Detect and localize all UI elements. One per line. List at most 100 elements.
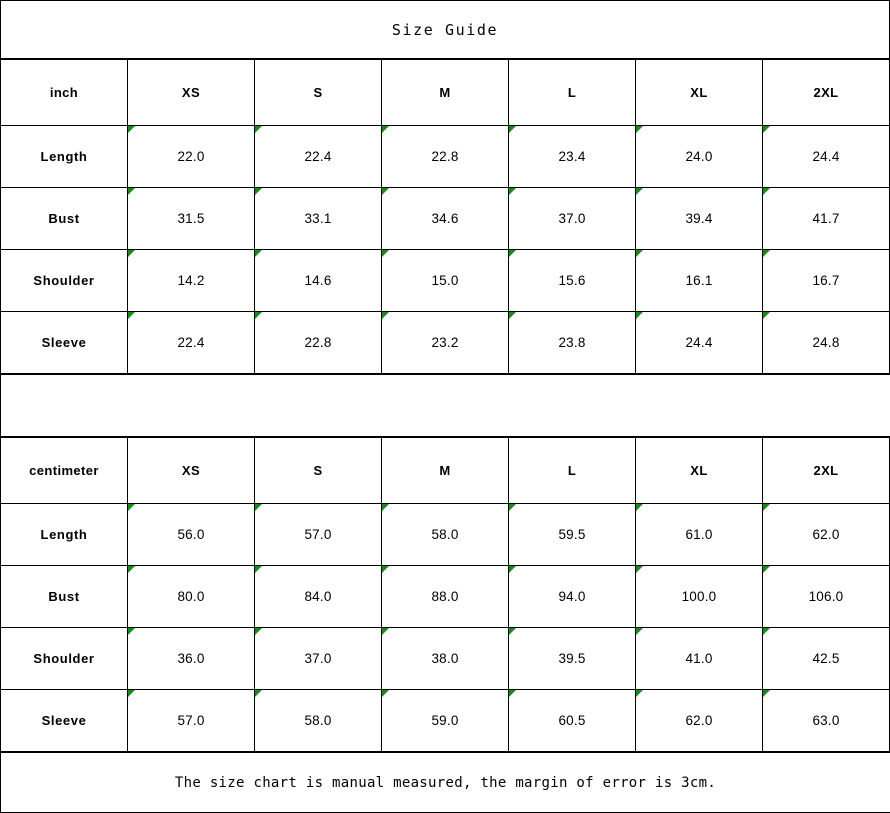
measurement-value: 106.0 <box>809 589 844 604</box>
cell-note-marker-icon <box>382 690 389 697</box>
measurement-value: 14.2 <box>177 273 204 288</box>
cell-note-marker-icon <box>255 566 262 573</box>
cell-note-marker-icon <box>636 690 643 697</box>
cell-note-marker-icon <box>636 250 643 257</box>
measurement-value: 14.6 <box>304 273 331 288</box>
measurement-value: 60.5 <box>558 713 585 728</box>
measurement-value: 57.0 <box>304 527 331 542</box>
measurement-cell: 62.0 <box>763 504 890 566</box>
measurement-value: 42.5 <box>812 651 839 666</box>
size-header-xs: XS <box>128 60 255 126</box>
cell-note-marker-icon <box>509 504 516 511</box>
spacer-table <box>0 374 890 437</box>
size-header-l: L <box>509 438 636 504</box>
cell-note-marker-icon <box>763 566 770 573</box>
measurement-value: 24.0 <box>685 149 712 164</box>
measurement-value: 84.0 <box>304 589 331 604</box>
measurement-cell: 14.6 <box>255 250 382 312</box>
cell-note-marker-icon <box>763 250 770 257</box>
measurement-value: 58.0 <box>431 527 458 542</box>
measurement-cell: 15.0 <box>382 250 509 312</box>
footer-row: The size chart is manual measured, the m… <box>1 753 890 813</box>
measurement-value: 39.4 <box>685 211 712 226</box>
measurement-value: 24.8 <box>812 335 839 350</box>
size-header-s: S <box>255 438 382 504</box>
measurement-cell: 59.0 <box>382 690 509 752</box>
measurement-cell: 15.6 <box>509 250 636 312</box>
measurement-cell: 37.0 <box>509 188 636 250</box>
measurement-value: 31.5 <box>177 211 204 226</box>
size-header-s: S <box>255 60 382 126</box>
measurement-value: 80.0 <box>177 589 204 604</box>
size-header-m: M <box>382 438 509 504</box>
measurement-value: 37.0 <box>558 211 585 226</box>
measurement-cell: 22.4 <box>128 312 255 374</box>
cell-note-marker-icon <box>382 566 389 573</box>
measurement-value: 23.2 <box>431 335 458 350</box>
cell-note-marker-icon <box>382 250 389 257</box>
cell-note-marker-icon <box>255 188 262 195</box>
cell-note-marker-icon <box>763 504 770 511</box>
cell-note-marker-icon <box>128 566 135 573</box>
cell-note-marker-icon <box>763 312 770 319</box>
cell-note-marker-icon <box>255 504 262 511</box>
measurement-value: 88.0 <box>431 589 458 604</box>
cell-note-marker-icon <box>509 628 516 635</box>
measurement-value: 39.5 <box>558 651 585 666</box>
measurement-cell: 23.4 <box>509 126 636 188</box>
cell-note-marker-icon <box>382 628 389 635</box>
cell-note-marker-icon <box>382 312 389 319</box>
measurement-value: 57.0 <box>177 713 204 728</box>
measurement-cell: 63.0 <box>763 690 890 752</box>
cell-note-marker-icon <box>255 250 262 257</box>
size-header-l: L <box>509 60 636 126</box>
measurement-value: 16.1 <box>685 273 712 288</box>
measurement-value: 22.8 <box>304 335 331 350</box>
size-guide-body: Size Guide <box>1 1 890 59</box>
cell-note-marker-icon <box>509 250 516 257</box>
cell-note-marker-icon <box>763 188 770 195</box>
measurement-cell: 61.0 <box>636 504 763 566</box>
measurement-value: 16.7 <box>812 273 839 288</box>
measurement-cell: 22.0 <box>128 126 255 188</box>
cell-note-marker-icon <box>763 126 770 133</box>
measurement-value: 22.4 <box>177 335 204 350</box>
measurement-value: 22.0 <box>177 149 204 164</box>
measurement-value: 24.4 <box>812 149 839 164</box>
spacer-row <box>1 375 890 437</box>
measurement-value: 15.6 <box>558 273 585 288</box>
measurement-cell: 60.5 <box>509 690 636 752</box>
row-label-shoulder: Shoulder <box>1 628 128 690</box>
size-header-xl: XL <box>636 60 763 126</box>
measurement-cell: 33.1 <box>255 188 382 250</box>
measurement-value: 61.0 <box>685 527 712 542</box>
cell-note-marker-icon <box>128 504 135 511</box>
measurement-cell: 42.5 <box>763 628 890 690</box>
measurement-cell: 58.0 <box>382 504 509 566</box>
cell-note-marker-icon <box>128 690 135 697</box>
measurement-cell: 23.2 <box>382 312 509 374</box>
measurement-value: 38.0 <box>431 651 458 666</box>
measurement-value: 41.0 <box>685 651 712 666</box>
measurement-value: 100.0 <box>682 589 717 604</box>
cell-note-marker-icon <box>509 690 516 697</box>
measurement-cell: 37.0 <box>255 628 382 690</box>
measurement-value: 23.4 <box>558 149 585 164</box>
measurement-cell: 31.5 <box>128 188 255 250</box>
row-label-sleeve: Sleeve <box>1 690 128 752</box>
row-label-bust: Bust <box>1 188 128 250</box>
measurement-cell: 84.0 <box>255 566 382 628</box>
cell-note-marker-icon <box>509 126 516 133</box>
measurement-cell: 41.7 <box>763 188 890 250</box>
cell-note-marker-icon <box>382 188 389 195</box>
footer-table: The size chart is manual measured, the m… <box>0 752 890 813</box>
